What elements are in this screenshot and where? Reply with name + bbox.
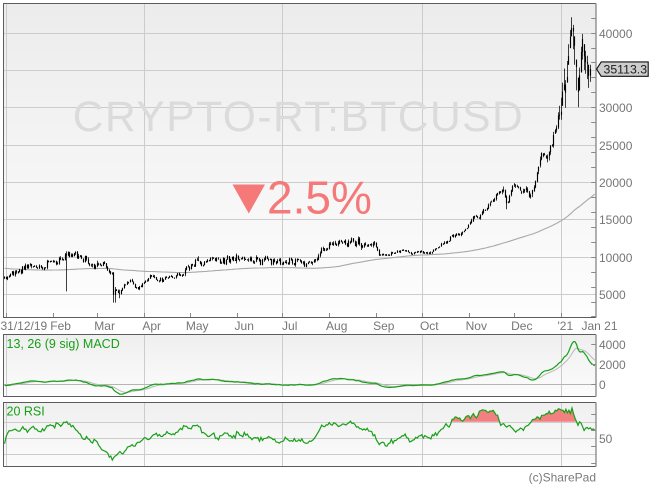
svg-text:Apr: Apr: [142, 319, 161, 333]
svg-text:20000: 20000: [599, 176, 633, 190]
svg-text:40000: 40000: [599, 27, 633, 41]
svg-text:15000: 15000: [599, 213, 633, 227]
svg-text:4000: 4000: [599, 338, 626, 352]
svg-text:13, 26 (9 sig) MACD: 13, 26 (9 sig) MACD: [7, 337, 120, 351]
svg-text:5000: 5000: [599, 288, 626, 302]
svg-text:50: 50: [599, 432, 613, 446]
svg-text:Jul: Jul: [282, 319, 297, 333]
svg-text:20 RSI: 20 RSI: [7, 405, 45, 419]
svg-text:CRYPTO-RT:BTCUSD: CRYPTO-RT:BTCUSD: [73, 94, 524, 141]
svg-text:Jan 21: Jan 21: [581, 319, 617, 333]
svg-text:Oct: Oct: [420, 319, 439, 333]
svg-text:Nov: Nov: [466, 319, 487, 333]
svg-text:2.5%: 2.5%: [267, 172, 372, 224]
svg-text:10000: 10000: [599, 251, 633, 265]
svg-text:Aug: Aug: [326, 319, 347, 333]
svg-text:'21: '21: [558, 319, 574, 333]
svg-text:May: May: [186, 319, 209, 333]
svg-text:Mar: Mar: [94, 319, 115, 333]
svg-text:0: 0: [599, 378, 606, 392]
svg-text:2000: 2000: [599, 358, 626, 372]
svg-text:Feb: Feb: [50, 319, 71, 333]
svg-text:Sep: Sep: [373, 319, 395, 333]
svg-text:31/12/19: 31/12/19: [1, 319, 48, 333]
svg-text:30000: 30000: [599, 101, 633, 115]
svg-text:(c)SharePad: (c)SharePad: [529, 471, 596, 485]
svg-text:35113.3: 35113.3: [604, 62, 648, 76]
svg-text:Jun: Jun: [235, 319, 254, 333]
svg-text:25000: 25000: [599, 139, 633, 153]
svg-text:Dec: Dec: [511, 319, 532, 333]
